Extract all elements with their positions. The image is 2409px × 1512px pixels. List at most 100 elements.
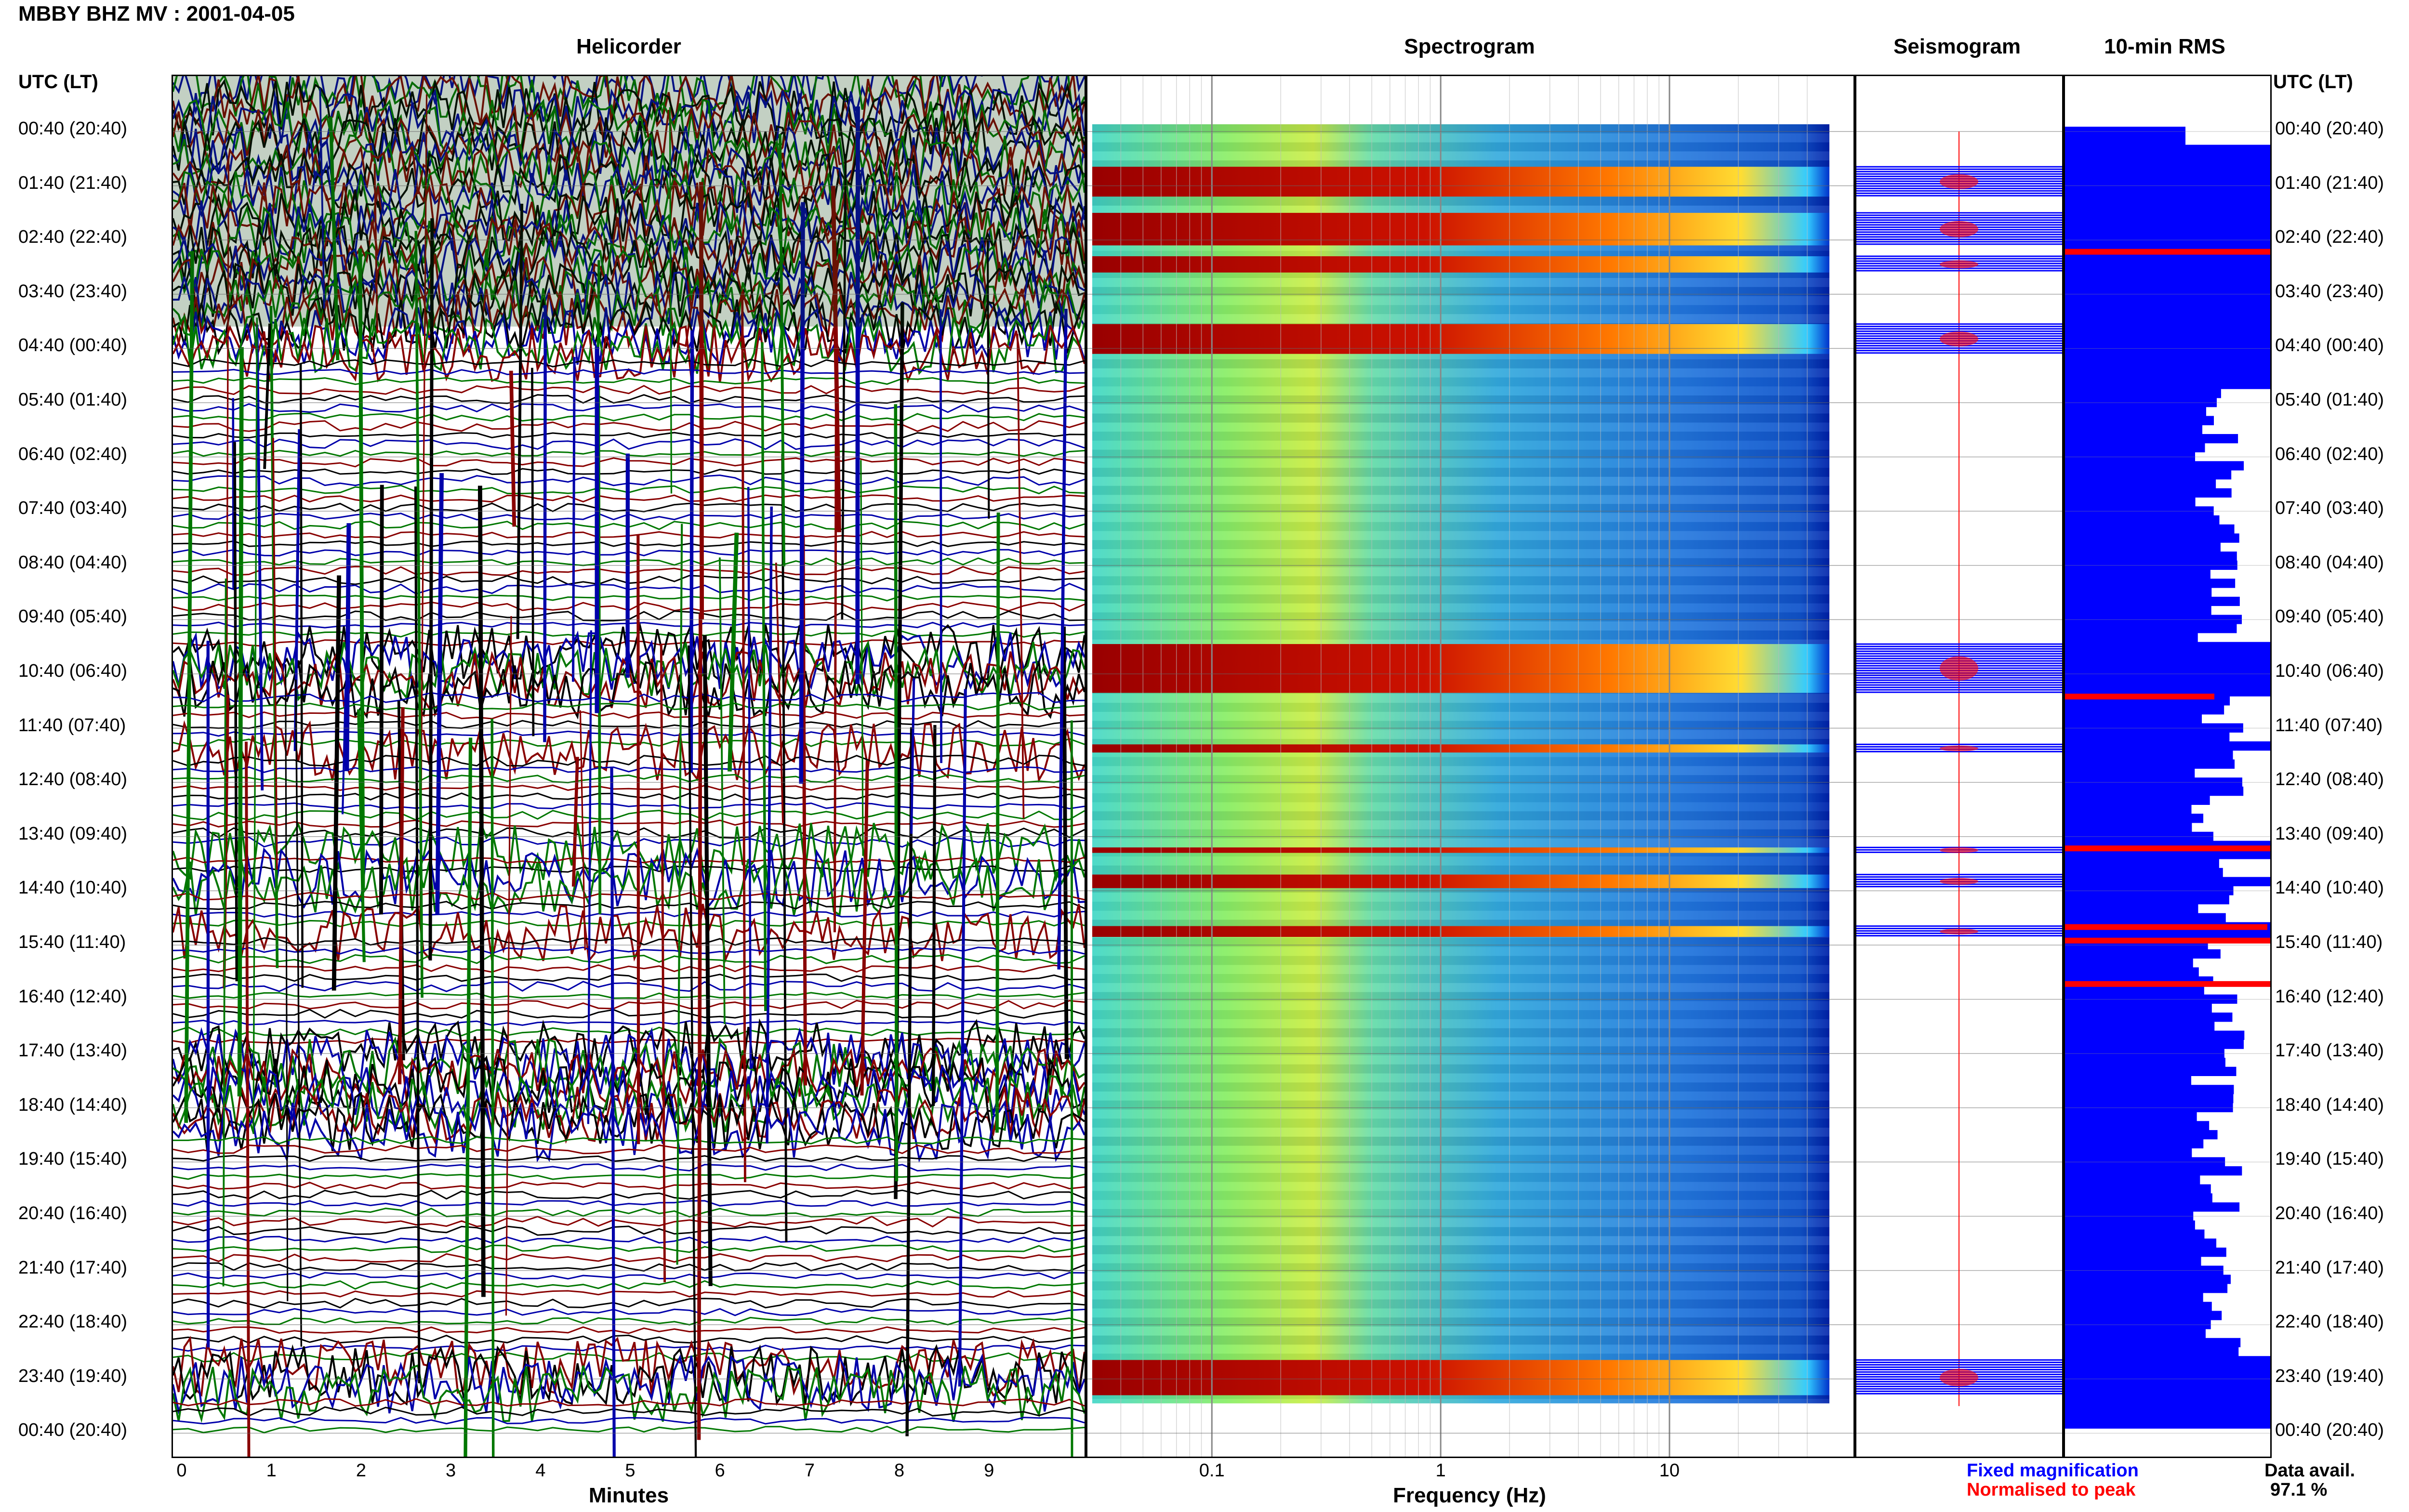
helicorder-trace bbox=[173, 1173, 1085, 1180]
spectrogram-event-band bbox=[1092, 212, 1829, 246]
spectrogram-row bbox=[1092, 449, 1829, 459]
spectrogram-row bbox=[1092, 1155, 1829, 1164]
spectrogram-row bbox=[1092, 1290, 1829, 1300]
helicorder-trace bbox=[173, 1308, 1085, 1316]
spectrogram-row bbox=[1092, 1191, 1829, 1200]
spectrogram-row bbox=[1092, 278, 1829, 287]
spectrogram-row bbox=[1092, 540, 1829, 550]
helicorder-trace bbox=[173, 394, 1085, 404]
helicorder-spike bbox=[587, 630, 593, 1124]
helicorder-trace bbox=[173, 216, 1085, 276]
spectrogram-row bbox=[1092, 305, 1829, 315]
rms-peak-bar bbox=[2065, 981, 2270, 987]
helicorder-spike bbox=[295, 679, 303, 1347]
spectrogram-row bbox=[1092, 1136, 1829, 1146]
rms-bar bbox=[2065, 958, 2193, 968]
rms-bar bbox=[2065, 859, 2219, 868]
helicorder-x-tick: 9 bbox=[984, 1460, 994, 1481]
helicorder-trace bbox=[173, 432, 1085, 439]
helicorder-trace bbox=[173, 1189, 1085, 1200]
helicorder-spike bbox=[761, 342, 767, 1011]
helicorder-spike bbox=[699, 182, 704, 619]
helicorder-trace bbox=[173, 124, 1085, 185]
rms-bar bbox=[2065, 624, 2237, 633]
seismogram-normalised-burst bbox=[1940, 928, 1978, 934]
rms-bar bbox=[2065, 217, 2270, 226]
helicorder-trace bbox=[173, 377, 1085, 385]
helicorder-spike bbox=[319, 88, 325, 309]
spectrogram-row bbox=[1092, 1200, 1829, 1209]
spectrogram-event-band bbox=[1092, 926, 1829, 937]
rms-bar bbox=[2065, 1085, 2234, 1094]
spectrogram-row bbox=[1092, 504, 1829, 513]
time-tick-right: 01:40 (21:40) bbox=[2275, 172, 2384, 193]
rms-peak-bar bbox=[2065, 694, 2214, 700]
rms-bar bbox=[2065, 1284, 2228, 1293]
rms-bar bbox=[2065, 1202, 2240, 1212]
rms-bar bbox=[2065, 651, 2270, 660]
rms-bar bbox=[2065, 804, 2192, 814]
rms-bar bbox=[2065, 579, 2236, 588]
time-tick-left: 03:40 (23:40) bbox=[18, 281, 128, 302]
time-tick-left: 00:40 (20:40) bbox=[18, 118, 128, 139]
spectrogram-row bbox=[1092, 585, 1829, 594]
spectrogram-row bbox=[1092, 296, 1829, 305]
helicorder-spike bbox=[509, 370, 516, 527]
spectrogram-row bbox=[1092, 594, 1829, 604]
seismogram-plot bbox=[1856, 131, 2062, 1434]
rms-bar bbox=[2065, 1076, 2191, 1085]
rms-bar bbox=[2065, 732, 2230, 742]
spectrogram-row bbox=[1092, 197, 1829, 206]
time-tick-left: 06:40 (02:40) bbox=[18, 444, 128, 464]
rms-bar bbox=[2065, 1030, 2245, 1040]
time-tick-left: 09:40 (05:40) bbox=[18, 606, 128, 627]
helicorder-x-tick: 4 bbox=[535, 1460, 546, 1481]
helicorder-x-tick: 5 bbox=[625, 1460, 635, 1481]
rms-bar bbox=[2065, 895, 2229, 905]
spectrogram-row bbox=[1092, 992, 1829, 1001]
rms-bar bbox=[2065, 533, 2239, 543]
rms-bar bbox=[2065, 425, 2203, 434]
helicorder-trace bbox=[173, 1353, 1085, 1415]
spectrogram-row bbox=[1092, 1064, 1829, 1074]
spectrogram-row bbox=[1092, 1055, 1829, 1065]
spectrogram-row bbox=[1092, 1227, 1829, 1236]
helicorder-trace bbox=[173, 1336, 1085, 1397]
helicorder-spike bbox=[232, 398, 235, 589]
helicorder-trace bbox=[173, 1406, 1085, 1417]
rms-bar bbox=[2065, 552, 2237, 561]
helicorder-panel bbox=[172, 75, 1086, 1458]
rms-bar bbox=[2065, 542, 2221, 552]
spectrogram-row bbox=[1092, 1317, 1829, 1327]
helicorder-x-tick: 6 bbox=[715, 1460, 725, 1481]
helicorder-trace bbox=[173, 900, 1085, 910]
spectrogram-row bbox=[1092, 1299, 1829, 1309]
time-tick-left: 22:40 (18:40) bbox=[18, 1312, 128, 1332]
rms-bar bbox=[2065, 1220, 2195, 1230]
spectrogram-plot bbox=[1087, 76, 1853, 1457]
spectrogram-event-band bbox=[1092, 167, 1829, 197]
time-tick-left: 13:40 (09:40) bbox=[18, 823, 128, 844]
y-axis-header-left: UTC (LT) bbox=[18, 71, 98, 92]
spectrogram-row bbox=[1092, 124, 1829, 133]
rms-bar bbox=[2065, 262, 2270, 272]
spectrogram-row bbox=[1092, 404, 1829, 414]
rms-bar bbox=[2065, 479, 2216, 489]
spectrogram-row bbox=[1092, 1091, 1829, 1101]
rms-bar bbox=[2065, 488, 2232, 498]
rms-bar bbox=[2065, 1066, 2237, 1076]
helicorder-spike bbox=[702, 635, 713, 1286]
time-tick-right: 05:40 (01:40) bbox=[2275, 390, 2384, 410]
rms-bar bbox=[2065, 1275, 2231, 1284]
spectrogram-row bbox=[1092, 133, 1829, 143]
spectrogram-row bbox=[1092, 1109, 1829, 1119]
helicorder-trace bbox=[173, 233, 1085, 296]
spectrogram-row bbox=[1092, 766, 1829, 776]
helicorder-trace bbox=[173, 287, 1085, 349]
helicorder-trace bbox=[173, 810, 1085, 821]
rms-bar bbox=[2065, 1347, 2239, 1356]
rms-bar bbox=[2065, 380, 2270, 389]
time-tick-right: 12:40 (08:40) bbox=[2275, 769, 2384, 790]
helicorder-spike bbox=[344, 523, 351, 772]
helicorder-trace bbox=[173, 1236, 1085, 1244]
